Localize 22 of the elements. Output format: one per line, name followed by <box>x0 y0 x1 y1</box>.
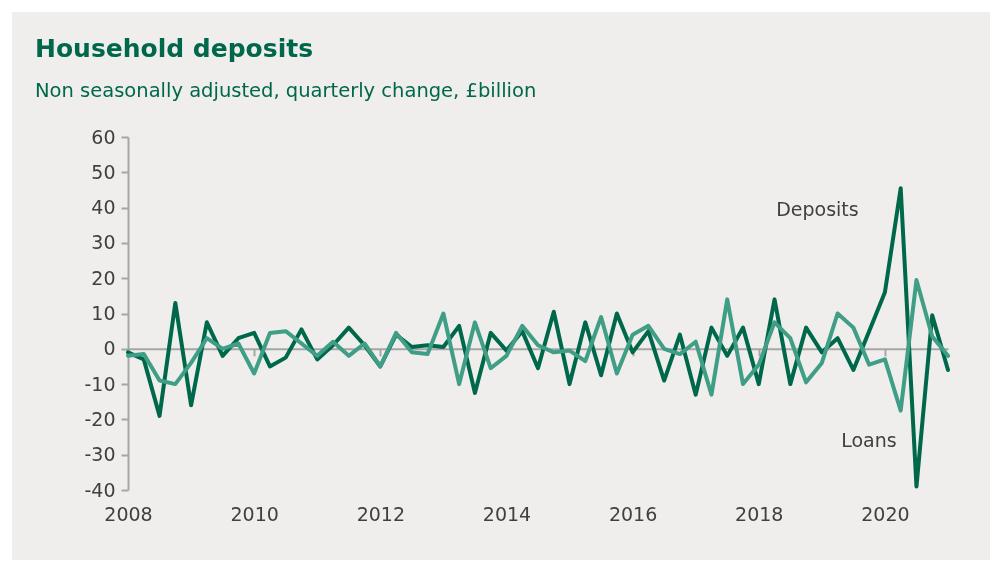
y-tick-label: 0 <box>103 337 116 360</box>
series-label: Deposits <box>776 198 859 221</box>
y-tick-label: 40 <box>91 196 116 219</box>
y-tick-label: 50 <box>91 160 116 183</box>
x-tick-label: 2014 <box>482 502 532 525</box>
series-label: Loans <box>841 428 897 451</box>
y-tick-label: -30 <box>84 443 116 466</box>
y-tick-label: 30 <box>91 231 116 254</box>
x-tick-label: 2020 <box>861 502 910 525</box>
y-tick-label: 60 <box>91 125 116 148</box>
y-tick-label: 20 <box>91 266 116 289</box>
chart-title: Household deposits <box>35 33 314 63</box>
y-tick-label: -20 <box>84 407 116 430</box>
x-tick-label: 2012 <box>356 502 405 525</box>
x-tick-label: 2018 <box>735 502 784 525</box>
y-tick-label: -10 <box>84 372 116 395</box>
x-tick-label: 2010 <box>230 502 279 525</box>
y-tick-label: 10 <box>91 302 116 324</box>
y-tick-label: -40 <box>84 478 116 501</box>
x-tick-label: 2008 <box>104 502 153 525</box>
chart-subtitle: Non seasonally adjusted, quarterly change, £billion <box>35 78 537 102</box>
x-tick-label: 2016 <box>608 502 658 525</box>
